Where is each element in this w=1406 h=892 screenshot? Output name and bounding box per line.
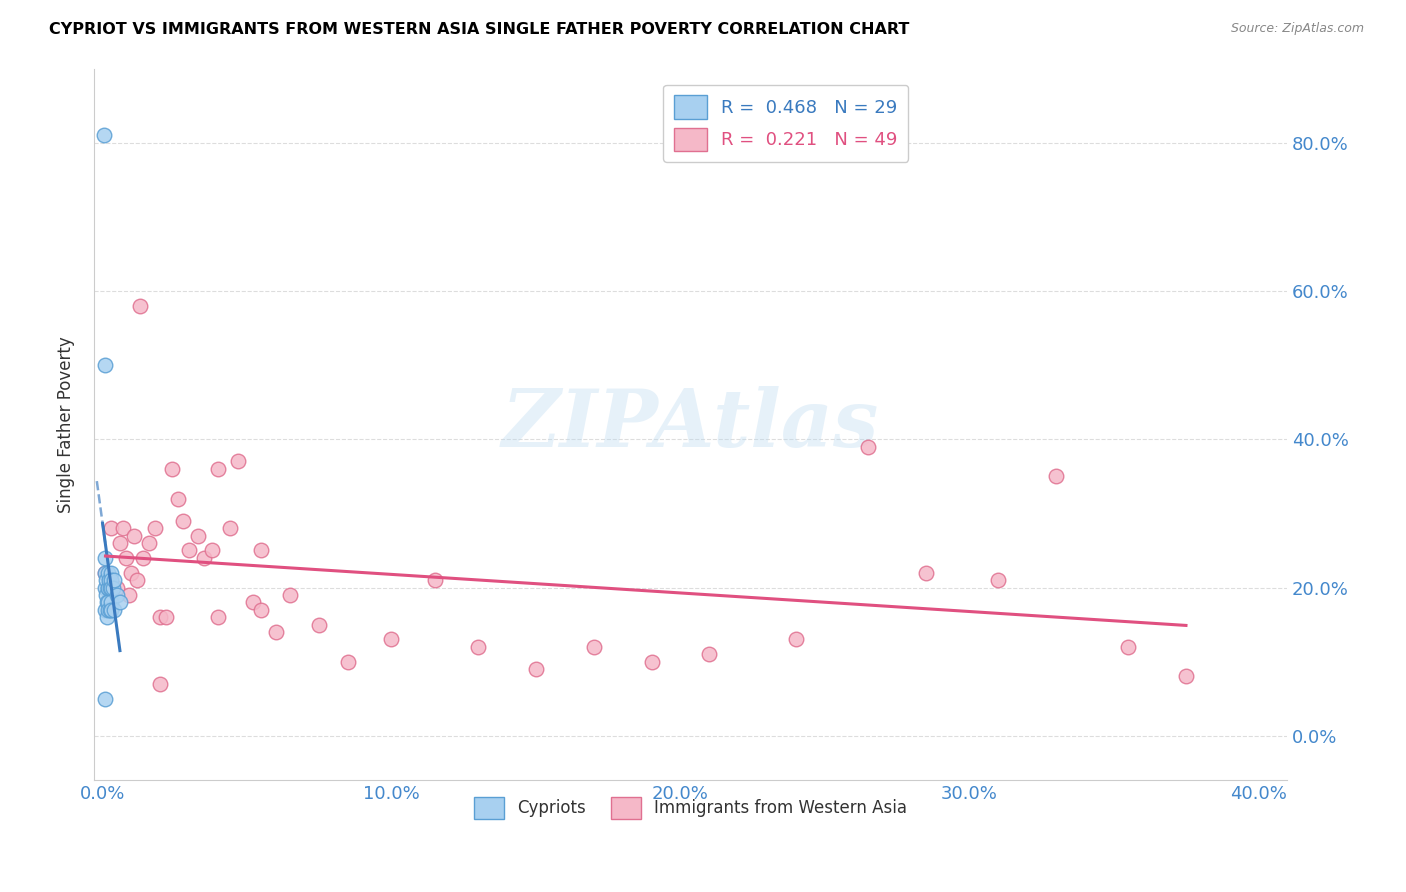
Point xyxy=(129,299,152,313)
Legend: Cypriots, Immigrants from Western Asia: Cypriots, Immigrants from Western Asia xyxy=(467,790,914,825)
Point xyxy=(94,566,117,580)
Point xyxy=(1175,669,1198,683)
Point xyxy=(94,358,117,372)
Point xyxy=(101,581,124,595)
Point xyxy=(467,640,489,654)
Point xyxy=(179,543,201,558)
Point xyxy=(242,595,264,609)
Point xyxy=(207,462,229,476)
Point xyxy=(108,595,131,609)
Point xyxy=(308,617,330,632)
Point xyxy=(97,581,120,595)
Point xyxy=(117,588,139,602)
Point xyxy=(697,647,720,661)
Text: CYPRIOT VS IMMIGRANTS FROM WESTERN ASIA SINGLE FATHER POVERTY CORRELATION CHART: CYPRIOT VS IMMIGRANTS FROM WESTERN ASIA … xyxy=(49,22,910,37)
Point xyxy=(155,610,177,624)
Point xyxy=(187,528,209,542)
Point xyxy=(97,573,120,587)
Point xyxy=(201,543,224,558)
Text: Source: ZipAtlas.com: Source: ZipAtlas.com xyxy=(1230,22,1364,36)
Point xyxy=(250,543,273,558)
Point xyxy=(94,573,117,587)
Point xyxy=(987,573,1010,587)
Point xyxy=(132,550,155,565)
Point xyxy=(915,566,938,580)
Point xyxy=(280,588,302,602)
Point xyxy=(94,550,117,565)
Point xyxy=(103,573,125,587)
Point xyxy=(96,588,118,602)
Point xyxy=(97,581,120,595)
Point xyxy=(193,550,215,565)
Point xyxy=(1045,469,1067,483)
Y-axis label: Single Father Poverty: Single Father Poverty xyxy=(58,336,75,513)
Point xyxy=(94,581,117,595)
Text: ZIPAtlas: ZIPAtlas xyxy=(502,385,879,463)
Point xyxy=(143,521,166,535)
Point xyxy=(337,655,360,669)
Point xyxy=(149,610,172,624)
Point xyxy=(97,603,120,617)
Point xyxy=(100,566,122,580)
Point xyxy=(127,573,149,587)
Point xyxy=(100,603,122,617)
Point xyxy=(98,603,121,617)
Point xyxy=(582,640,605,654)
Point xyxy=(856,440,879,454)
Point xyxy=(105,581,128,595)
Point xyxy=(218,521,240,535)
Point xyxy=(524,662,547,676)
Point xyxy=(94,691,117,706)
Point xyxy=(100,595,122,609)
Point xyxy=(97,595,120,609)
Point xyxy=(108,536,131,550)
Point xyxy=(160,462,183,476)
Point xyxy=(264,625,287,640)
Point xyxy=(94,603,117,617)
Point xyxy=(100,581,122,595)
Point xyxy=(121,566,143,580)
Point xyxy=(114,550,136,565)
Point xyxy=(96,595,118,609)
Point xyxy=(207,610,229,624)
Point xyxy=(124,528,146,542)
Point xyxy=(138,536,160,550)
Point xyxy=(93,128,115,143)
Point xyxy=(250,603,273,617)
Point xyxy=(1116,640,1139,654)
Point xyxy=(173,514,195,528)
Point xyxy=(100,573,122,587)
Point xyxy=(98,581,121,595)
Point xyxy=(103,603,125,617)
Point xyxy=(94,566,117,580)
Point xyxy=(105,588,128,602)
Point xyxy=(97,566,120,580)
Point xyxy=(149,677,172,691)
Point xyxy=(166,491,188,506)
Point xyxy=(111,521,134,535)
Point xyxy=(423,573,446,587)
Point xyxy=(96,610,118,624)
Point xyxy=(228,454,250,468)
Point xyxy=(100,521,122,535)
Point xyxy=(640,655,662,669)
Point xyxy=(380,632,402,647)
Point xyxy=(785,632,807,647)
